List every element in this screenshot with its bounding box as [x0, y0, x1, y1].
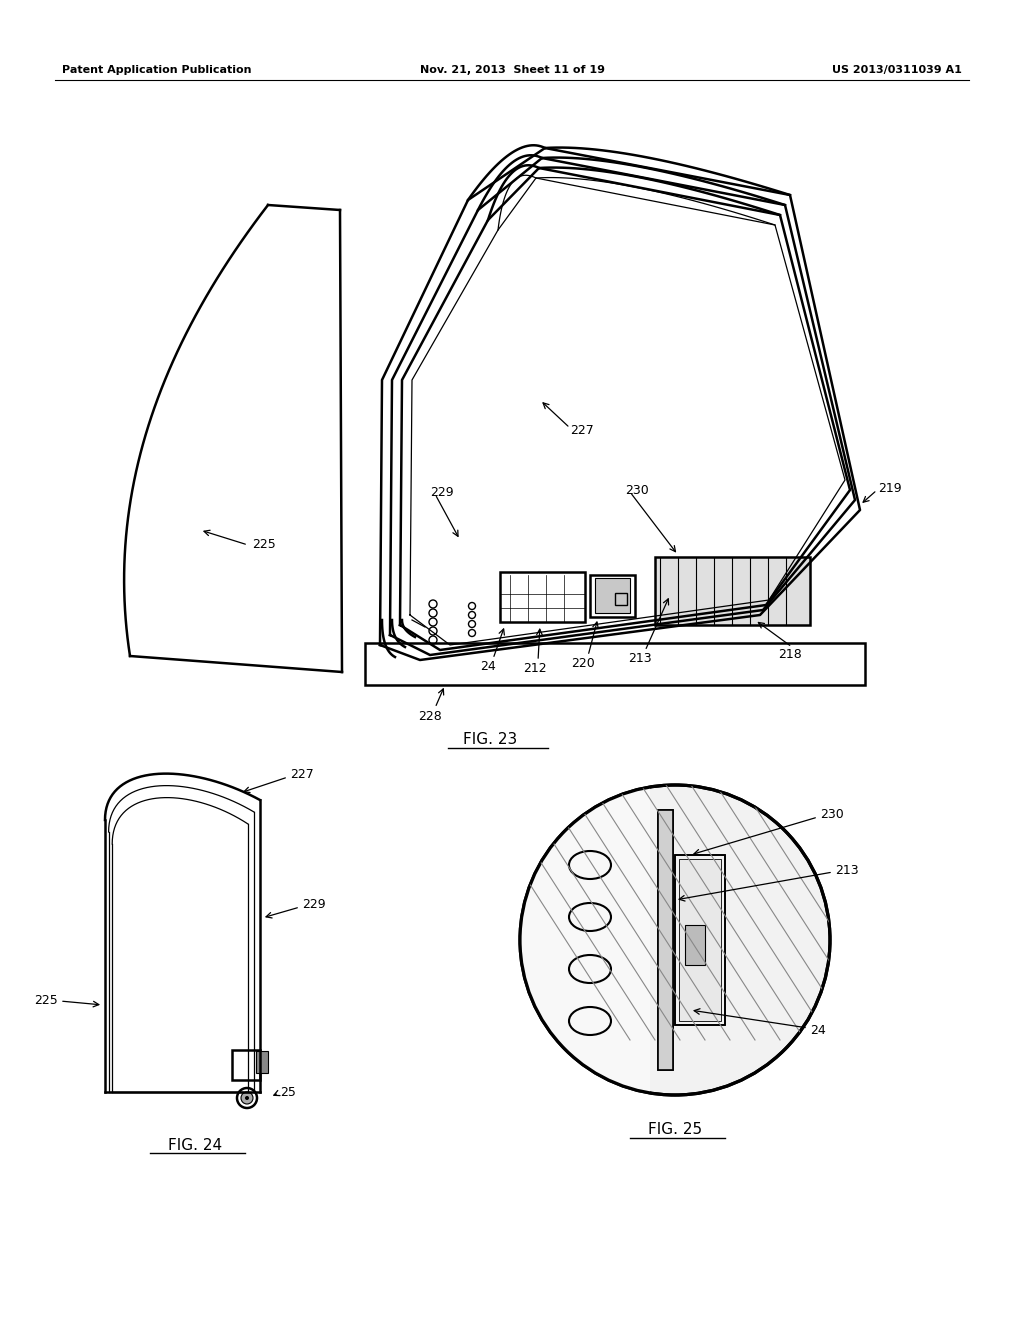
- Text: 213: 213: [628, 652, 652, 665]
- Bar: [658, 810, 673, 1071]
- Text: 227: 227: [570, 424, 594, 437]
- Text: 229: 229: [430, 486, 454, 499]
- Text: 212: 212: [523, 663, 547, 675]
- Bar: [256, 1051, 268, 1073]
- Text: US 2013/0311039 A1: US 2013/0311039 A1: [833, 65, 962, 75]
- Text: 225: 225: [34, 994, 58, 1006]
- Bar: [655, 557, 810, 624]
- Circle shape: [245, 1096, 249, 1100]
- Text: 25: 25: [280, 1085, 296, 1098]
- Circle shape: [241, 1092, 253, 1104]
- Text: 24: 24: [810, 1023, 825, 1036]
- Text: 24: 24: [480, 660, 496, 673]
- Text: 219: 219: [878, 482, 901, 495]
- Bar: [595, 578, 630, 612]
- Text: 230: 230: [820, 808, 844, 821]
- Text: 230: 230: [625, 483, 649, 496]
- Bar: [675, 855, 725, 1026]
- Text: Patent Application Publication: Patent Application Publication: [62, 65, 252, 75]
- Text: 228: 228: [418, 710, 442, 723]
- Bar: [590, 576, 635, 616]
- Text: Nov. 21, 2013  Sheet 11 of 19: Nov. 21, 2013 Sheet 11 of 19: [420, 65, 604, 75]
- Text: 229: 229: [302, 899, 326, 912]
- Text: 220: 220: [571, 657, 595, 671]
- Text: 218: 218: [778, 648, 802, 661]
- Bar: [685, 925, 705, 965]
- Bar: [615, 593, 627, 605]
- Text: FIG. 23: FIG. 23: [463, 733, 517, 747]
- Bar: [679, 859, 721, 1020]
- Text: 225: 225: [252, 539, 275, 552]
- Bar: [500, 572, 585, 622]
- Bar: [675, 855, 725, 1026]
- Text: FIG. 25: FIG. 25: [648, 1122, 702, 1138]
- Text: 227: 227: [290, 768, 313, 781]
- Circle shape: [520, 785, 830, 1096]
- Bar: [520, 785, 650, 1096]
- Bar: [232, 1049, 260, 1080]
- Text: FIG. 24: FIG. 24: [168, 1138, 222, 1152]
- Bar: [365, 643, 865, 685]
- Text: 213: 213: [835, 863, 859, 876]
- Bar: [658, 810, 673, 1071]
